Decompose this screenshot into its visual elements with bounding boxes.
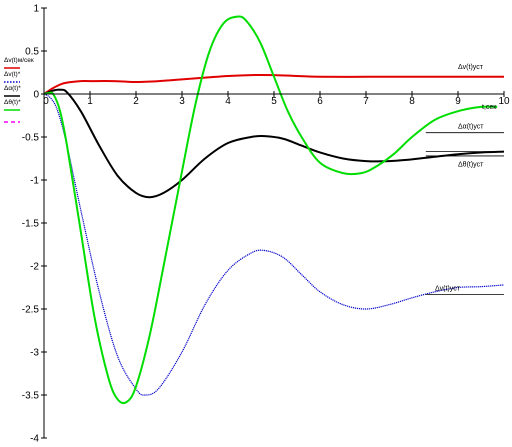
x-tick-label: 4 [225,96,231,107]
x-tick-label: 7 [363,96,369,107]
x-tick-label: 6 [317,96,323,107]
legend-label: Δθ(t)* [4,99,21,106]
x-tick-label: 8 [409,96,415,107]
legend-label: Δv(t)м/сек [4,57,34,64]
steady-lines-layer [425,132,504,295]
annotation-label: Δα(t)уст [458,124,484,131]
legend: Δv(t)м/сек Δv(t)* Δα(t)* Δθ(t)* [4,57,34,123]
series-alpha-line [43,88,505,199]
x-tick-label: 0 [43,96,49,107]
axes-layer: 1 0.5 0 -0.5 -1 -1.5 -2 -2.5 -3 -3.5 -4 0 1 2 3 4 5 6 7 8 9 1… [22,4,510,445]
y-tick-label: 0.5 [25,47,39,58]
y-tick-label: -4 [30,434,39,445]
series-velocity-line [43,73,504,95]
legend-label: Δα(t)* [4,85,21,92]
x-tick-label: 9 [455,96,461,107]
x-tick-label: 3 [179,96,185,107]
y-tick-label: 0 [33,90,39,101]
annotation-label: Δθ(t)уст [458,162,484,169]
y-tick-label: -2.5 [22,305,40,316]
series-velocity-dotted-line [43,93,505,396]
y-tick-label: -1 [30,176,39,187]
y-tick-label: -1.5 [22,219,40,230]
y-tick-label: -2 [30,262,39,273]
x-tick-label: 1 [87,96,93,107]
y-tick-label: -3.5 [22,391,40,402]
x-tick-label: 5 [271,96,277,107]
x-tick-label: 2 [133,96,139,107]
series-theta-line [43,15,498,405]
y-tick-label: -3 [30,348,39,359]
x-axis-label: t,сек [482,104,497,111]
x-tick-label: 10 [498,96,510,107]
y-tick-label: -0.5 [22,133,40,144]
legend-label: Δv(t)* [4,71,21,78]
annotation-label: Δv(t)уст [435,285,461,292]
series-layer [43,15,505,405]
annotation-label: Δv(t)уст [458,64,484,71]
y-tick-label: 1 [33,4,39,15]
annotations-layer: Δv(t)уст Δα(t)уст Δθ(t)уст Δv(t)уст [435,64,484,293]
